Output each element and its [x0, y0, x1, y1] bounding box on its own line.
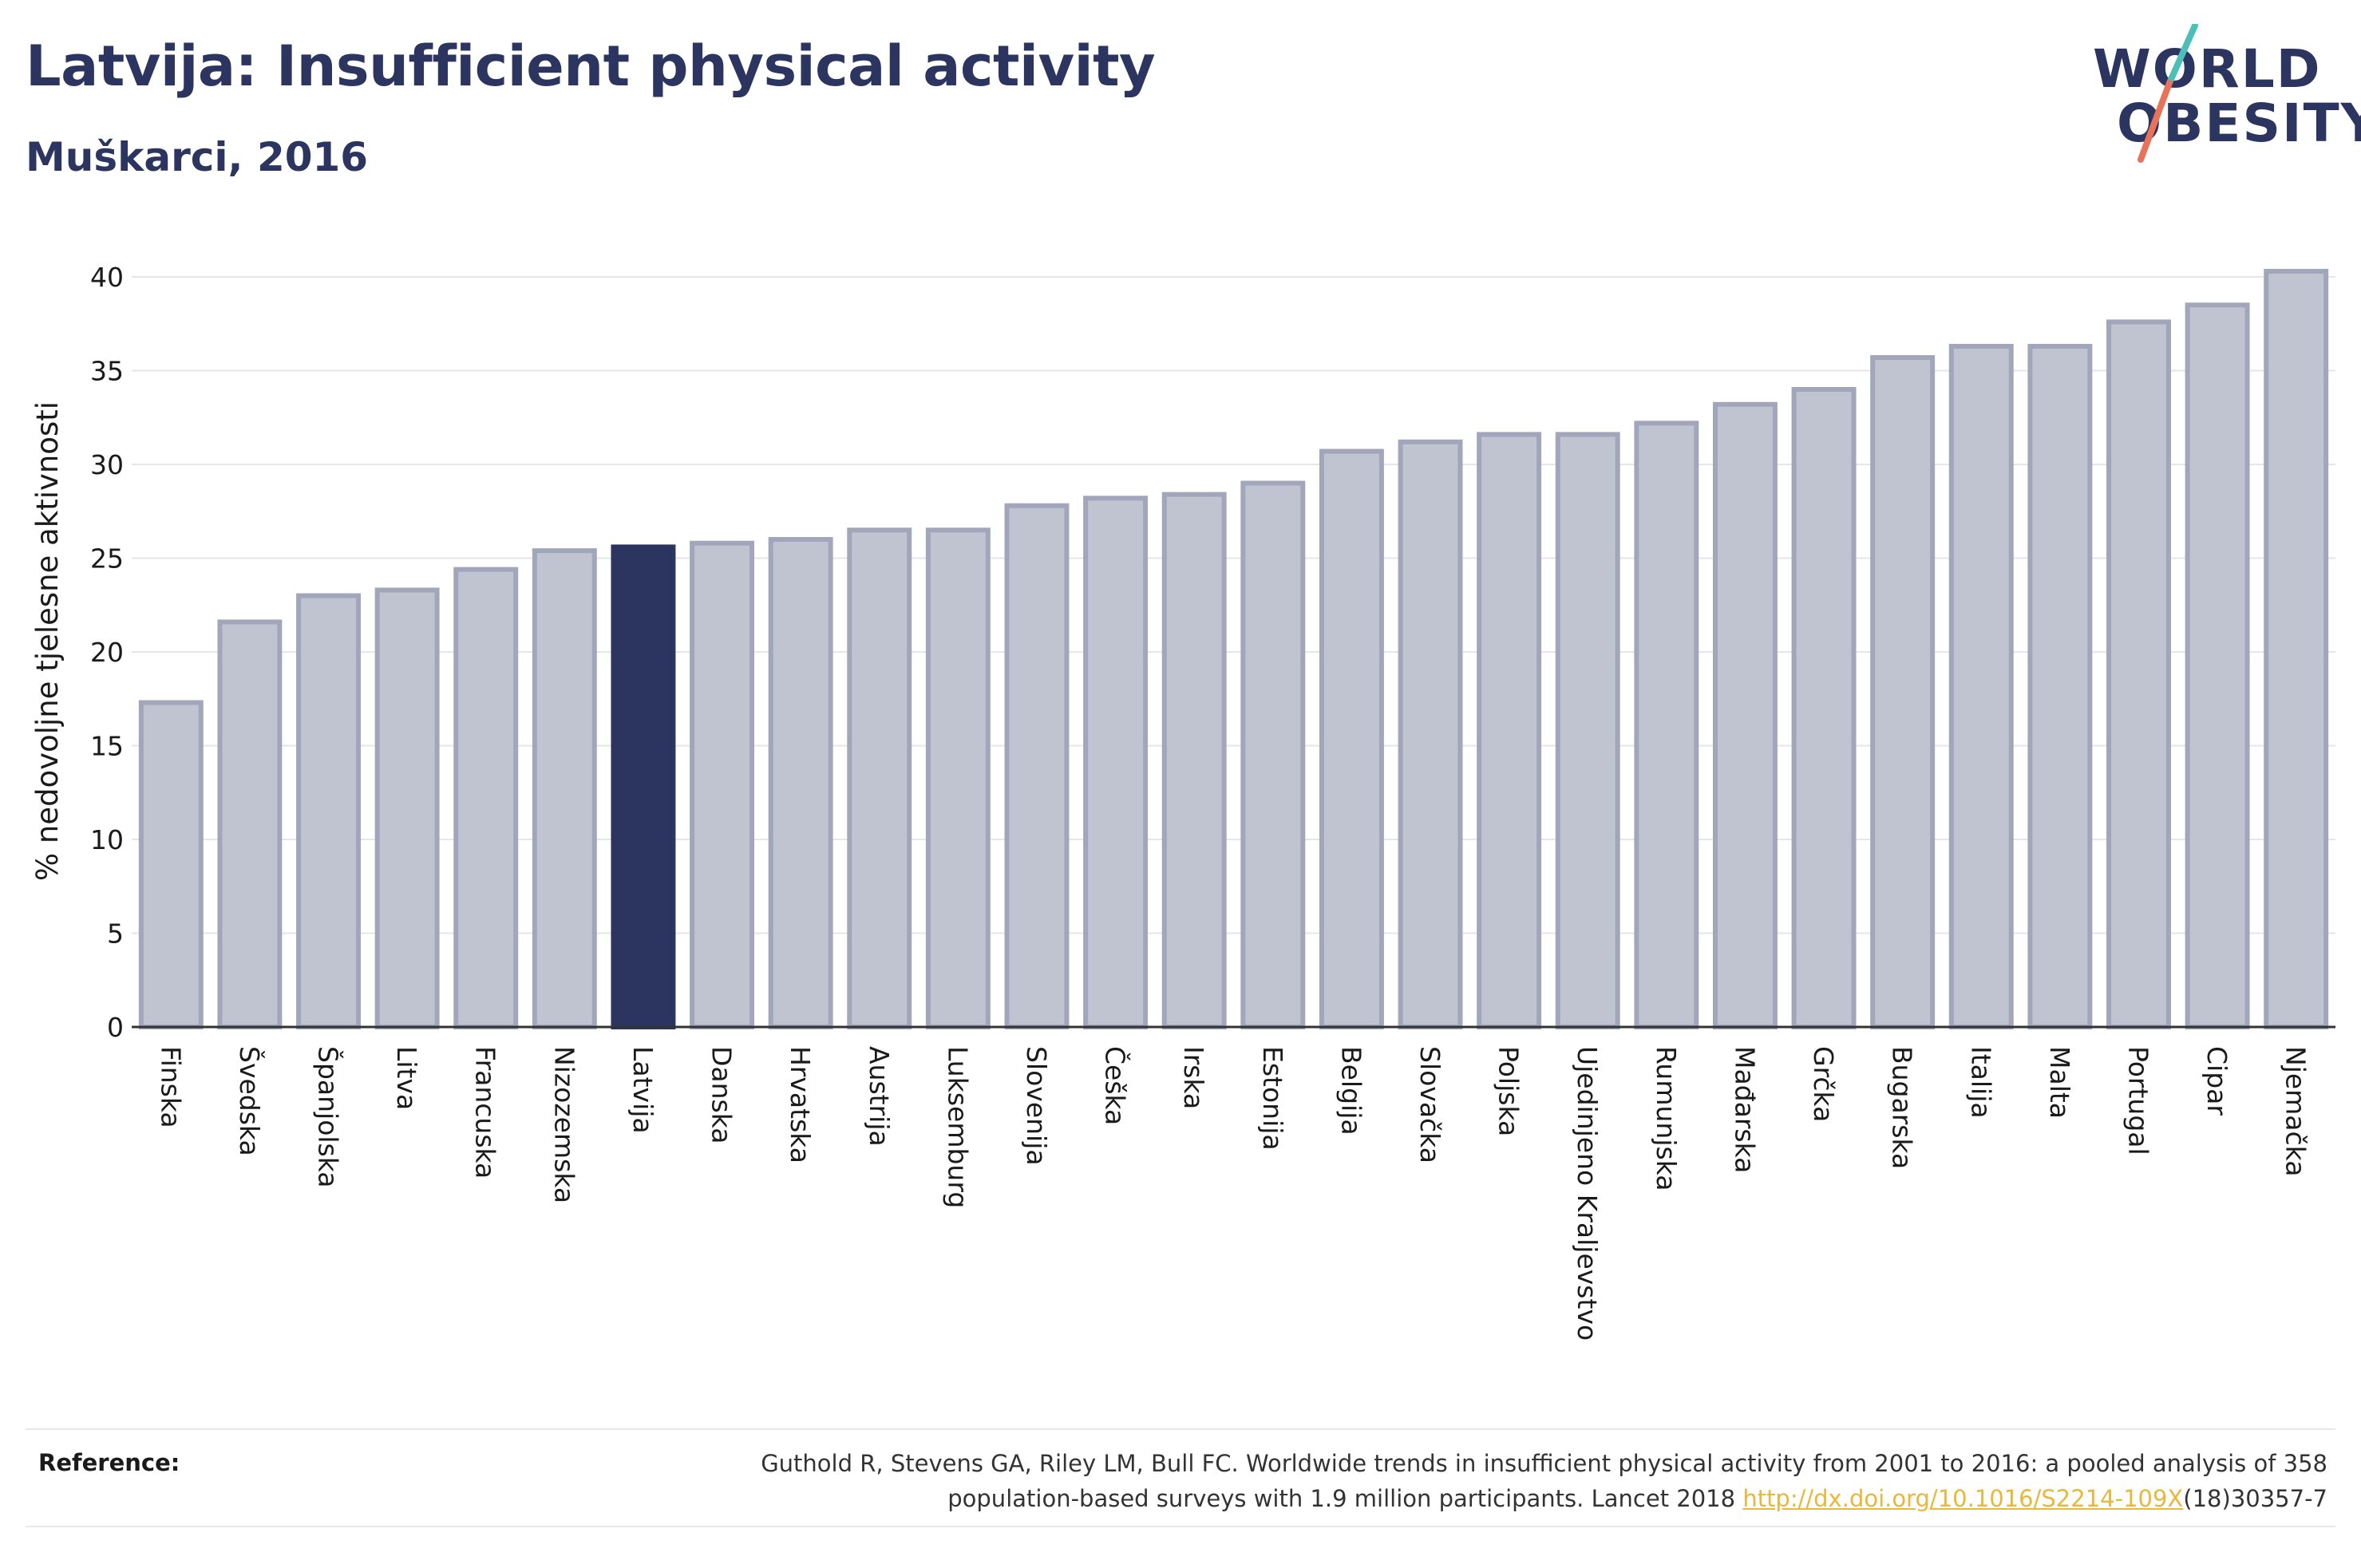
world-obesity-logo: WORLD OBESITY	[2083, 24, 2361, 168]
logo-text-world: WORLD	[2093, 38, 2322, 100]
bar-slovenija	[1004, 503, 1070, 1029]
x-tick-label: Rumunjska	[1651, 1046, 1682, 1191]
x-tick-label: Slovenija	[1021, 1046, 1052, 1166]
x-tick-label: Ujedinjeno Kraljevstvo	[1572, 1046, 1603, 1341]
bar-njemačka	[2264, 268, 2329, 1029]
reference-line-2: population-based surveys with 1.9 millio…	[947, 1485, 1743, 1512]
bars	[138, 268, 2329, 1030]
bar-rumunjska	[1634, 421, 1699, 1029]
x-tick-label: Španjolska	[313, 1046, 345, 1188]
x-tick-label: Italija	[1965, 1046, 1996, 1119]
x-tick-label: Slovačka	[1414, 1046, 1445, 1163]
x-tick-label: Litva	[391, 1046, 422, 1110]
x-tick-label: Estonija	[1257, 1046, 1288, 1151]
y-tick-label: 15	[90, 731, 124, 762]
page-subtitle: Muškarci, 2016	[26, 134, 369, 180]
x-tick-label: Latvija	[627, 1046, 658, 1134]
bar-finska	[138, 700, 204, 1029]
bar-mađarska	[1712, 401, 1778, 1029]
y-tick-label: 20	[90, 637, 124, 668]
x-tick-label: Austrija	[864, 1046, 895, 1147]
x-tick-label: Francuska	[470, 1046, 501, 1179]
y-axis-ticks: 0 5 10 15 20 25 30 35 40	[90, 262, 124, 1043]
x-tick-label: Cipar	[2201, 1046, 2232, 1116]
bar-ujedinjeno-kraljevstvo	[1555, 432, 1620, 1029]
reference-doi-link[interactable]: http://dx.doi.org/10.1016/S2214-109X	[1742, 1485, 2184, 1512]
x-tick-label: Belgija	[1335, 1046, 1366, 1136]
y-tick-label: 10	[90, 824, 124, 855]
bar-malta	[2027, 343, 2093, 1029]
bar-irska	[1161, 492, 1227, 1029]
bar-estonija	[1240, 480, 1306, 1029]
y-tick-label: 0	[107, 1012, 124, 1043]
bar-španjolska	[296, 593, 361, 1029]
bar-austrija	[847, 527, 912, 1029]
y-tick-label: 25	[90, 543, 124, 575]
reference-label: Reference:	[38, 1449, 180, 1476]
x-tick-label: Danska	[706, 1046, 738, 1144]
bar-latvija	[611, 544, 676, 1029]
x-tick-label: Mađarska	[1729, 1046, 1760, 1173]
bar-slovačka	[1398, 439, 1463, 1029]
bar-švedska	[217, 619, 283, 1030]
x-tick-label: Grčka	[1808, 1046, 1839, 1122]
x-tick-label: Hrvatska	[785, 1046, 816, 1163]
x-tick-label: Njemačka	[2280, 1046, 2312, 1176]
bar-portugal	[2106, 319, 2171, 1029]
bar-chart: 0 5 10 15 20 25 30 35 40 Finska Švedska Španjolska…	[30, 262, 2335, 1341]
reference-divider-bottom	[26, 1526, 2335, 1527]
x-axis-ticks: Finska Švedska Španjolska Litva Francuska Niz…	[155, 1046, 2311, 1341]
bar-italija	[1948, 343, 2014, 1029]
y-axis-label: % nedovoljne tjelesne aktivnosti	[30, 401, 65, 881]
bar-hrvatska	[768, 537, 833, 1029]
x-tick-label: Malta	[2044, 1046, 2075, 1119]
bar-češka	[1083, 496, 1149, 1029]
x-tick-label: Bugarska	[1887, 1046, 1918, 1169]
bar-bugarska	[1870, 355, 1936, 1029]
reference-line-1: Guthold R, Stevens GA, Riley LM, Bull FC…	[761, 1450, 2327, 1477]
bar-belgija	[1319, 448, 1384, 1029]
bar-francuska	[453, 567, 519, 1029]
reference-divider-top	[26, 1428, 2335, 1430]
reference-line-2-end: (18)30357-7	[2183, 1485, 2327, 1512]
bar-danska	[690, 540, 755, 1029]
bar-cipar	[2185, 302, 2250, 1029]
x-tick-label: Švedska	[234, 1046, 266, 1156]
bar-nizozemska	[532, 548, 597, 1029]
bar-grčka	[1791, 387, 1857, 1029]
x-tick-label: Finska	[155, 1046, 186, 1128]
bar-luksemburg	[925, 527, 991, 1029]
x-tick-label: Češka	[1100, 1046, 1132, 1125]
page-title: Latvija: Insufficient physical activity	[26, 34, 1156, 99]
x-tick-label: Poljska	[1493, 1046, 1525, 1136]
x-tick-label: Irska	[1178, 1046, 1209, 1109]
y-tick-label: 30	[90, 449, 124, 480]
y-tick-label: 40	[90, 262, 124, 293]
bar-litva	[374, 587, 440, 1029]
x-tick-label: Nizozemska	[548, 1046, 579, 1203]
y-tick-label: 5	[107, 918, 124, 950]
x-tick-label: Portugal	[2122, 1046, 2153, 1155]
logo-slash-icon	[2138, 24, 2198, 163]
y-tick-label: 35	[90, 356, 124, 387]
x-tick-label: Luksemburg	[942, 1046, 973, 1208]
bar-poljska	[1477, 432, 1542, 1029]
reference-text: Guthold R, Stevens GA, Riley LM, Bull FC…	[492, 1446, 2327, 1516]
